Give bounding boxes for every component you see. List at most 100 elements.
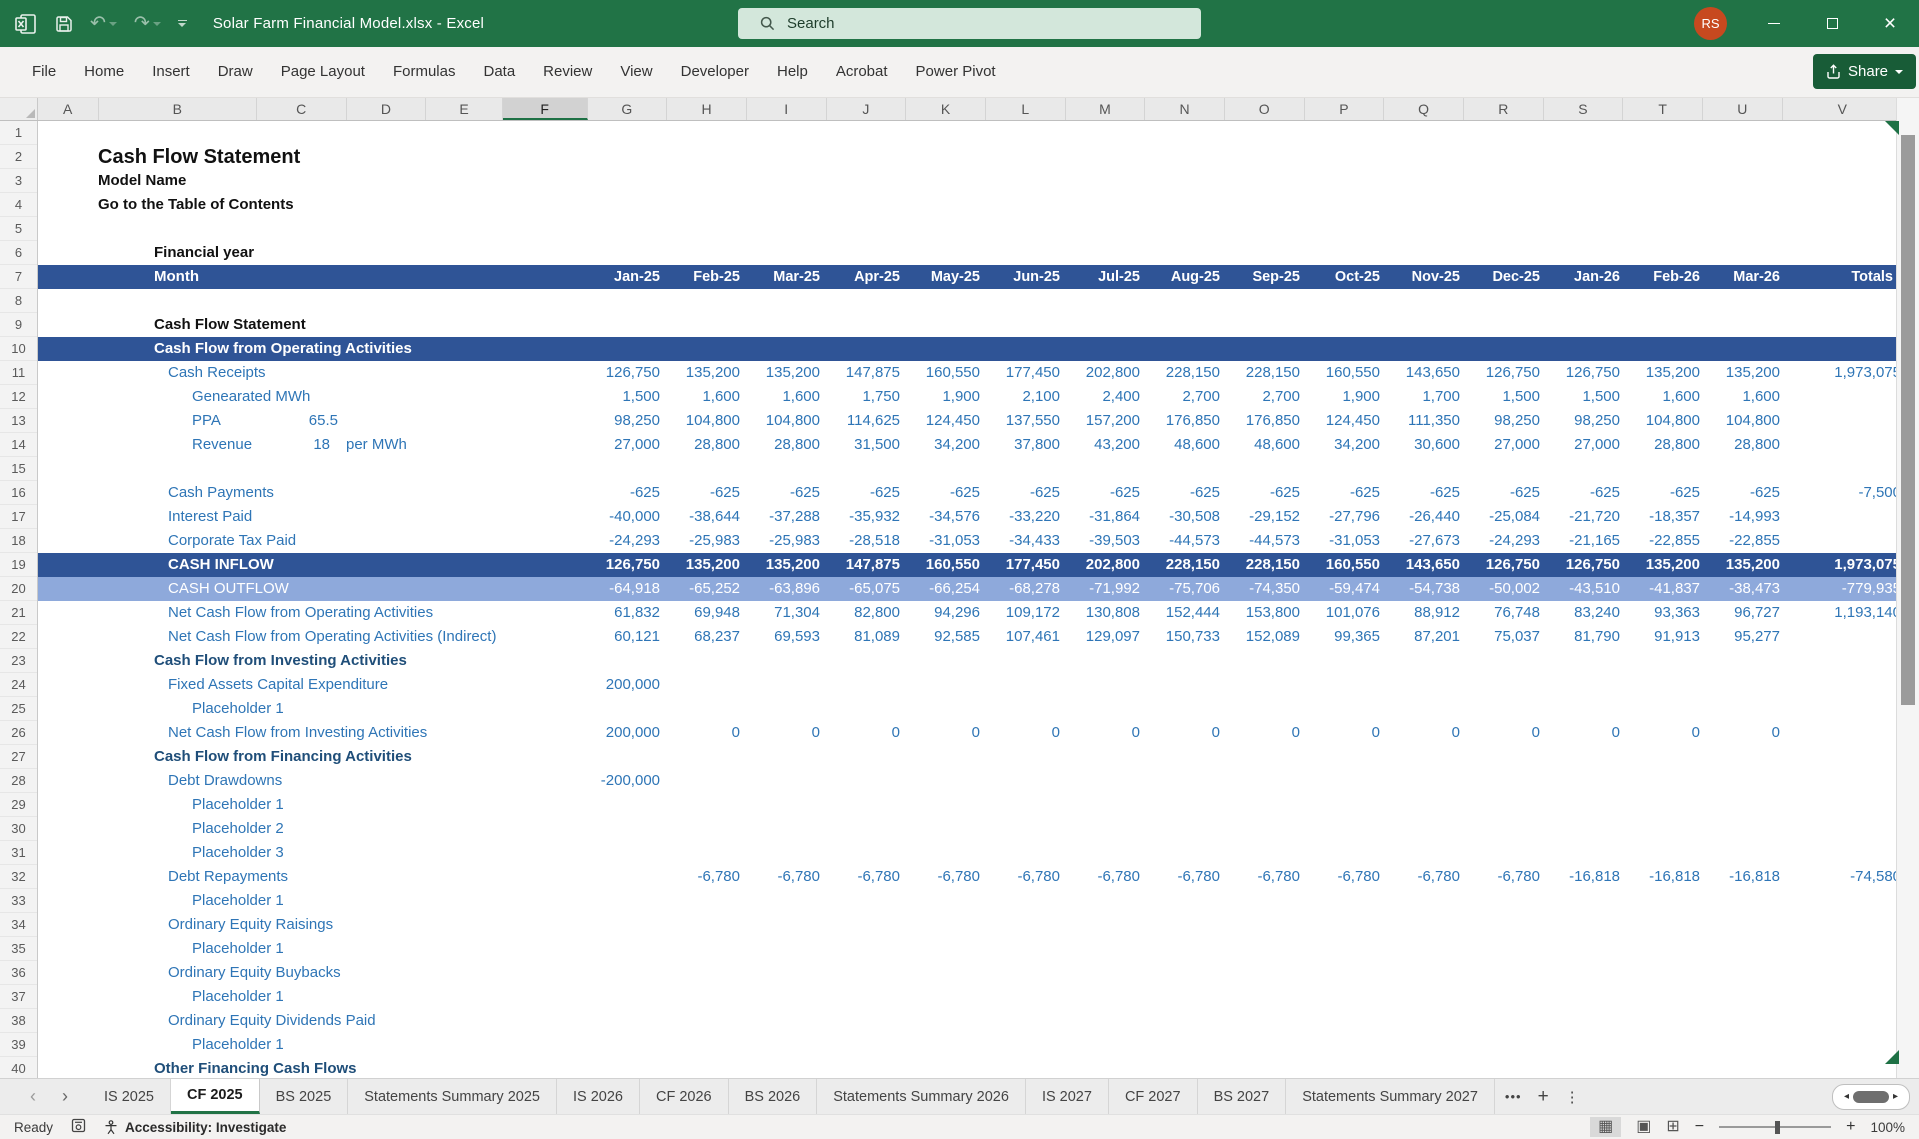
cell-O14[interactable]: 48,600 <box>1254 436 1300 453</box>
cell-label-11[interactable]: Cash Receipts <box>168 364 266 381</box>
month-header-Jun-25[interactable]: Jun-25 <box>1013 269 1060 285</box>
cell-M17[interactable]: -31,864 <box>1089 508 1140 525</box>
cell-U21[interactable]: 96,727 <box>1734 604 1780 621</box>
row-number-38[interactable]: 38 <box>0 1009 37 1033</box>
cell-label-12[interactable]: Genearated MWh <box>192 388 311 405</box>
cell-O13[interactable]: 176,850 <box>1245 412 1300 429</box>
sheet-tab-is-2026[interactable]: IS 2026 <box>557 1079 640 1114</box>
month-header-Dec-25[interactable]: Dec-25 <box>1492 269 1540 285</box>
cell-label-2[interactable]: Cash Flow Statement <box>98 146 301 168</box>
cell-K26[interactable]: 0 <box>971 724 980 741</box>
month-header-Jan-26[interactable]: Jan-26 <box>1574 269 1620 285</box>
cell-label-32[interactable]: Debt Repayments <box>168 868 289 885</box>
cell-S11[interactable]: 126,750 <box>1565 364 1620 381</box>
month-header-Feb-26[interactable]: Feb-26 <box>1653 269 1700 285</box>
cell-M12[interactable]: 2,400 <box>1102 388 1140 405</box>
cell-S22[interactable]: 81,790 <box>1574 628 1620 645</box>
cell-J32[interactable]: -6,780 <box>857 868 900 885</box>
cell-R18[interactable]: -24,293 <box>1489 532 1540 549</box>
cell-T18[interactable]: -22,855 <box>1649 532 1700 549</box>
row-number-11[interactable]: 11 <box>0 361 37 385</box>
cell-label-20[interactable]: CASH OUTFLOW <box>168 580 289 597</box>
column-header-I[interactable]: I <box>747 98 827 120</box>
page-layout-view-icon[interactable]: ▣ <box>1636 1118 1652 1135</box>
cell-L13[interactable]: 137,550 <box>1005 412 1060 429</box>
macro-record-icon[interactable] <box>71 1118 86 1136</box>
cell-label-6[interactable]: Financial year <box>154 244 255 261</box>
cell-D14[interactable]: 18 <box>313 436 330 453</box>
month-header-Mar-25[interactable]: Mar-25 <box>773 269 820 285</box>
row-number-37[interactable]: 37 <box>0 985 37 1009</box>
column-header-Q[interactable]: Q <box>1384 98 1464 120</box>
cell-K19[interactable]: 160,550 <box>925 556 980 573</box>
column-header-V[interactable]: V <box>1783 98 1904 120</box>
cell-V21[interactable]: 1,193,140 <box>1834 604 1901 621</box>
column-header-C[interactable]: C <box>257 98 347 120</box>
cell-G24[interactable]: 200,000 <box>605 676 660 693</box>
sheet-tab-statements-summary-2025[interactable]: Statements Summary 2025 <box>348 1079 557 1114</box>
ribbon-tab-data[interactable]: Data <box>483 63 516 80</box>
cell-label-34[interactable]: Ordinary Equity Raisings <box>168 916 334 933</box>
row-number-3[interactable]: 3 <box>0 169 37 193</box>
month-header-Nov-25[interactable]: Nov-25 <box>1411 269 1460 285</box>
row-number-7[interactable]: 7 <box>0 265 37 289</box>
cell-M20[interactable]: -71,992 <box>1089 580 1140 597</box>
cell-G12[interactable]: 1,500 <box>622 388 660 405</box>
cell-U16[interactable]: -625 <box>1749 484 1780 501</box>
cell-L32[interactable]: -6,780 <box>1017 868 1060 885</box>
cell-G16[interactable]: -625 <box>629 484 660 501</box>
cell-U32[interactable]: -16,818 <box>1729 868 1780 885</box>
cell-M19[interactable]: 202,800 <box>1085 556 1140 573</box>
ribbon-tab-help[interactable]: Help <box>776 63 808 80</box>
ribbon-tab-acrobat[interactable]: Acrobat <box>835 63 888 80</box>
column-header-F[interactable]: F <box>502 98 588 120</box>
cell-label-38[interactable]: Ordinary Equity Dividends Paid <box>168 1012 376 1029</box>
cell-S26[interactable]: 0 <box>1611 724 1620 741</box>
cell-P12[interactable]: 1,900 <box>1342 388 1380 405</box>
cell-T22[interactable]: 91,913 <box>1654 628 1700 645</box>
cell-N26[interactable]: 0 <box>1211 724 1220 741</box>
month-header-Aug-25[interactable]: Aug-25 <box>1170 269 1220 285</box>
zoom-out-button[interactable]: − <box>1694 1118 1705 1135</box>
cell-P18[interactable]: -31,053 <box>1329 532 1380 549</box>
column-header-G[interactable]: G <box>588 98 668 120</box>
cell-J21[interactable]: 82,800 <box>854 604 900 621</box>
column-header-R[interactable]: R <box>1464 98 1544 120</box>
cell-Q22[interactable]: 87,201 <box>1414 628 1460 645</box>
cell-label-17[interactable]: Interest Paid <box>168 508 253 525</box>
cell-Q20[interactable]: -54,738 <box>1409 580 1460 597</box>
cell-K20[interactable]: -66,254 <box>929 580 980 597</box>
column-header-M[interactable]: M <box>1066 98 1146 120</box>
month-header-Feb-25[interactable]: Feb-25 <box>693 269 740 285</box>
cell-S13[interactable]: 98,250 <box>1574 412 1620 429</box>
month-header-totals[interactable]: Totals <box>1851 269 1893 285</box>
ribbon-tab-review[interactable]: Review <box>543 63 593 80</box>
row-number-40[interactable]: 40 <box>0 1057 37 1078</box>
cell-J18[interactable]: -28,518 <box>849 532 900 549</box>
row-number-17[interactable]: 17 <box>0 505 37 529</box>
cell-Q12[interactable]: 1,700 <box>1422 388 1460 405</box>
row-number-10[interactable]: 10 <box>0 337 37 361</box>
cell-L11[interactable]: 177,450 <box>1005 364 1060 381</box>
normal-view-icon[interactable]: ▦ <box>1590 1117 1622 1137</box>
cell-H26[interactable]: 0 <box>731 724 740 741</box>
cell-U22[interactable]: 95,277 <box>1734 628 1780 645</box>
cell-O26[interactable]: 0 <box>1291 724 1300 741</box>
scroll-right-icon[interactable]: ▸ <box>1893 1091 1899 1102</box>
cell-N14[interactable]: 48,600 <box>1174 436 1220 453</box>
cell-I17[interactable]: -37,288 <box>769 508 820 525</box>
cell-K14[interactable]: 34,200 <box>934 436 980 453</box>
cell-label-28[interactable]: Debt Drawdowns <box>168 772 283 789</box>
cell-label-23[interactable]: Cash Flow from Investing Activities <box>154 652 407 669</box>
cell-I13[interactable]: 104,800 <box>765 412 820 429</box>
cell-S20[interactable]: -43,510 <box>1569 580 1620 597</box>
cell-S16[interactable]: -625 <box>1589 484 1620 501</box>
accessibility-status[interactable]: Accessibility: Investigate <box>104 1120 286 1135</box>
cell-K17[interactable]: -34,576 <box>929 508 980 525</box>
row-number-5[interactable]: 5 <box>0 217 37 241</box>
cell-K18[interactable]: -31,053 <box>929 532 980 549</box>
column-header-P[interactable]: P <box>1305 98 1385 120</box>
horizontal-scrollbar[interactable]: ◂ ▸ <box>1832 1083 1910 1110</box>
cell-M14[interactable]: 43,200 <box>1094 436 1140 453</box>
cell-O19[interactable]: 228,150 <box>1245 556 1300 573</box>
